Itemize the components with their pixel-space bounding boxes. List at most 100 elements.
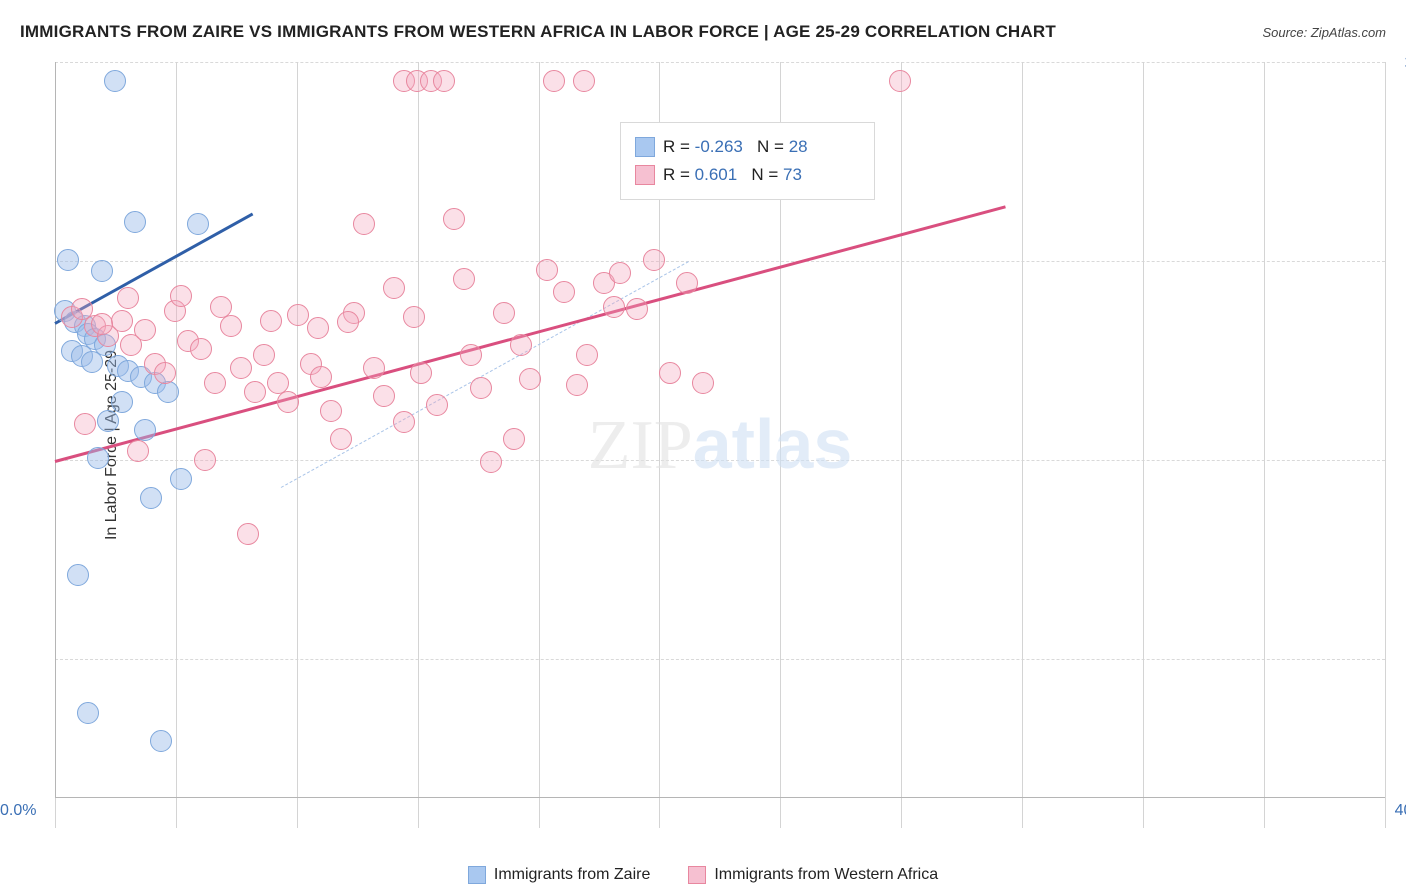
western-africa-data-point[interactable] <box>220 315 242 337</box>
zaire-data-point[interactable] <box>157 381 179 403</box>
plot-area: In Labor Force | Age 25-29 100.0% 90.0% … <box>55 62 1385 828</box>
western-africa-data-point[interactable] <box>626 298 648 320</box>
legend-swatch-zaire <box>635 137 655 157</box>
western-africa-data-point[interactable] <box>410 362 432 384</box>
gridline-80 <box>55 460 1385 461</box>
western-africa-data-point[interactable] <box>433 70 455 92</box>
bottom-legend-item-zaire[interactable]: Immigrants from Zaire <box>468 866 650 884</box>
western-africa-data-point[interactable] <box>260 310 282 332</box>
western-africa-data-point[interactable] <box>443 208 465 230</box>
western-africa-data-point[interactable] <box>576 344 598 366</box>
western-africa-data-point[interactable] <box>403 306 425 328</box>
chart-title: IMMIGRANTS FROM ZAIRE VS IMMIGRANTS FROM… <box>20 22 1056 42</box>
western-africa-data-point[interactable] <box>480 451 502 473</box>
legend-n-western: 73 <box>783 165 802 184</box>
western-africa-data-point[interactable] <box>659 362 681 384</box>
western-africa-data-point[interactable] <box>363 357 385 379</box>
zaire-data-point[interactable] <box>97 410 119 432</box>
chart-header: IMMIGRANTS FROM ZAIRE VS IMMIGRANTS FROM… <box>20 22 1386 42</box>
zaire-data-point[interactable] <box>91 260 113 282</box>
western-africa-data-point[interactable] <box>643 249 665 271</box>
western-africa-data-point[interactable] <box>170 285 192 307</box>
zaire-data-point[interactable] <box>170 468 192 490</box>
legend-r-zaire: -0.263 <box>695 137 743 156</box>
zaire-data-point[interactable] <box>111 391 133 413</box>
western-africa-data-point[interactable] <box>519 368 541 390</box>
zaire-data-point[interactable] <box>134 419 156 441</box>
western-africa-data-point[interactable] <box>383 277 405 299</box>
western-africa-data-point[interactable] <box>470 377 492 399</box>
correlation-legend-box: R = -0.263 N = 28 R = 0.601 N = 73 <box>620 122 875 200</box>
western-africa-data-point[interactable] <box>91 313 113 335</box>
western-africa-data-point[interactable] <box>277 391 299 413</box>
western-africa-data-point[interactable] <box>353 213 375 235</box>
western-africa-data-point[interactable] <box>194 449 216 471</box>
zaire-data-point[interactable] <box>140 487 162 509</box>
western-africa-data-point[interactable] <box>503 428 525 450</box>
western-africa-data-point[interactable] <box>134 319 156 341</box>
legend-label-zaire: Immigrants from Zaire <box>494 866 650 884</box>
zaire-data-point[interactable] <box>187 213 209 235</box>
western-africa-data-point[interactable] <box>573 70 595 92</box>
western-africa-data-point[interactable] <box>426 394 448 416</box>
legend-row-zaire: R = -0.263 N = 28 <box>635 133 860 161</box>
gridline-90 <box>55 261 1385 262</box>
bottom-legend: Immigrants from Zaire Immigrants from We… <box>0 866 1406 884</box>
zaire-data-point[interactable] <box>77 702 99 724</box>
western-africa-data-point[interactable] <box>553 281 575 303</box>
x-axis-max-label: 40.0% <box>1395 802 1406 820</box>
western-africa-data-point[interactable] <box>536 259 558 281</box>
legend-r-western: 0.601 <box>695 165 738 184</box>
western-africa-data-point[interactable] <box>310 366 332 388</box>
chart-source: Source: ZipAtlas.com <box>1262 25 1386 40</box>
legend-swatch-western-icon <box>688 866 706 884</box>
legend-row-western: R = 0.601 N = 73 <box>635 161 860 189</box>
bottom-legend-item-western[interactable]: Immigrants from Western Africa <box>688 866 938 884</box>
western-africa-data-point[interactable] <box>154 362 176 384</box>
zaire-data-point[interactable] <box>87 447 109 469</box>
western-africa-data-point[interactable] <box>307 317 329 339</box>
zaire-data-point[interactable] <box>104 70 126 92</box>
y-axis-line <box>55 62 56 798</box>
western-africa-data-point[interactable] <box>566 374 588 396</box>
western-africa-data-point[interactable] <box>74 413 96 435</box>
western-africa-data-point[interactable] <box>453 268 475 290</box>
western-africa-data-point[interactable] <box>117 287 139 309</box>
western-africa-data-point[interactable] <box>692 372 714 394</box>
western-africa-data-point[interactable] <box>111 310 133 332</box>
western-africa-data-point[interactable] <box>330 428 352 450</box>
western-africa-data-point[interactable] <box>253 344 275 366</box>
western-africa-data-point[interactable] <box>510 334 532 356</box>
zaire-data-point[interactable] <box>150 730 172 752</box>
western-africa-data-point[interactable] <box>460 344 482 366</box>
western-africa-data-point[interactable] <box>320 400 342 422</box>
legend-label-western: Immigrants from Western Africa <box>714 866 938 884</box>
zaire-data-point[interactable] <box>67 564 89 586</box>
gridline-100 <box>55 62 1385 63</box>
western-africa-data-point[interactable] <box>493 302 515 324</box>
western-africa-data-point[interactable] <box>603 296 625 318</box>
x-axis-min-label: 0.0% <box>0 802 36 820</box>
chart-container: IMMIGRANTS FROM ZAIRE VS IMMIGRANTS FROM… <box>0 0 1406 892</box>
legend-swatch-western <box>635 165 655 185</box>
western-africa-data-point[interactable] <box>676 272 698 294</box>
western-africa-data-point[interactable] <box>230 357 252 379</box>
western-africa-data-point[interactable] <box>609 262 631 284</box>
zaire-data-point[interactable] <box>81 351 103 373</box>
watermark: ZIP atlas <box>588 404 853 486</box>
western-africa-data-point[interactable] <box>237 523 259 545</box>
zaire-data-point[interactable] <box>124 211 146 233</box>
western-africa-data-point[interactable] <box>244 381 266 403</box>
legend-swatch-zaire-icon <box>468 866 486 884</box>
western-africa-data-point[interactable] <box>190 338 212 360</box>
western-africa-data-point[interactable] <box>543 70 565 92</box>
zaire-data-point[interactable] <box>57 249 79 271</box>
western-africa-data-point[interactable] <box>204 372 226 394</box>
western-africa-data-point[interactable] <box>127 440 149 462</box>
western-africa-data-point[interactable] <box>889 70 911 92</box>
western-africa-data-point[interactable] <box>287 304 309 326</box>
legend-n-zaire: 28 <box>789 137 808 156</box>
western-africa-data-point[interactable] <box>373 385 395 407</box>
western-africa-data-point[interactable] <box>393 411 415 433</box>
western-africa-data-point[interactable] <box>337 311 359 333</box>
